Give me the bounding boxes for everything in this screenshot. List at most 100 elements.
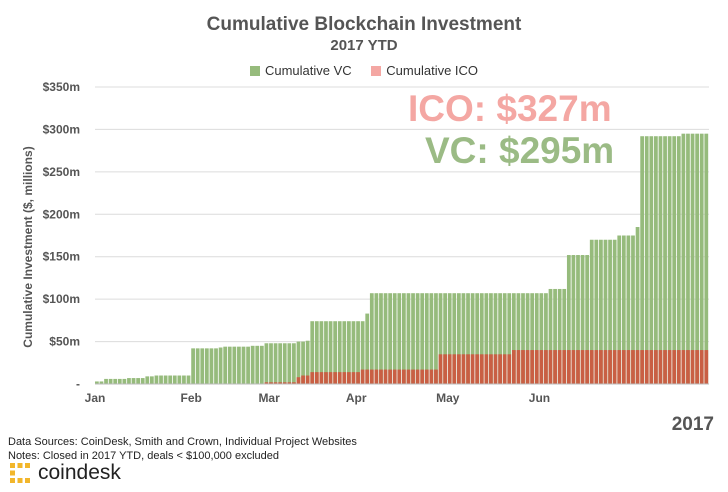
bar xyxy=(200,348,205,384)
bar xyxy=(287,343,292,384)
bar xyxy=(278,343,283,384)
bar xyxy=(686,133,690,384)
bar-overlap xyxy=(420,369,425,384)
bar xyxy=(479,293,484,384)
bar xyxy=(580,255,585,384)
bar-overlap xyxy=(704,350,709,384)
bar-overlap xyxy=(599,350,603,384)
bar xyxy=(617,235,622,384)
bar-overlap xyxy=(667,350,672,384)
bar xyxy=(571,255,576,384)
y-tick-label: - xyxy=(76,377,80,391)
bar-overlap xyxy=(301,375,305,384)
bar xyxy=(241,346,246,384)
bar xyxy=(608,239,612,384)
bar xyxy=(489,293,493,384)
bar xyxy=(534,293,539,384)
bar-overlap xyxy=(282,382,287,384)
bar-overlap xyxy=(347,372,351,384)
bar xyxy=(337,321,342,384)
bar xyxy=(525,293,530,384)
bar xyxy=(402,293,406,384)
bar xyxy=(237,346,241,384)
bar xyxy=(182,375,186,384)
bar-overlap xyxy=(383,369,388,384)
bar xyxy=(250,345,255,384)
bar-overlap xyxy=(516,350,521,384)
notes-text: Notes: Closed in 2017 YTD, deals < $100,… xyxy=(8,450,280,462)
x-tick-label: May xyxy=(436,391,460,405)
bar xyxy=(117,378,122,384)
bar-overlap xyxy=(690,350,695,384)
bar xyxy=(301,341,305,384)
bar-overlap xyxy=(507,354,512,384)
bar xyxy=(379,293,383,384)
bar xyxy=(264,343,269,384)
bar xyxy=(626,235,631,384)
bar xyxy=(447,293,452,384)
bar-overlap xyxy=(310,372,315,384)
legend-label-ico: Cumulative ICO xyxy=(386,63,479,78)
bar xyxy=(493,293,498,384)
bar xyxy=(255,345,260,384)
bar-overlap xyxy=(269,382,273,384)
bar xyxy=(631,235,635,384)
bar-overlap xyxy=(695,350,700,384)
bar xyxy=(99,381,104,384)
bar xyxy=(461,293,466,384)
bar xyxy=(576,255,580,384)
bar xyxy=(195,348,200,384)
bar xyxy=(369,293,374,384)
bar xyxy=(699,133,704,384)
bar xyxy=(530,293,535,384)
bar xyxy=(310,321,315,384)
bar-overlap xyxy=(324,372,328,384)
bar xyxy=(163,375,168,384)
bar xyxy=(640,136,645,384)
bar xyxy=(603,239,608,384)
bar xyxy=(282,343,287,384)
bar-overlap xyxy=(539,350,544,384)
bar-overlap xyxy=(374,369,379,384)
chart-title: Cumulative Blockchain Investment xyxy=(206,14,522,35)
bar-overlap xyxy=(525,350,530,384)
x-tick-label: Mar xyxy=(258,391,280,405)
bar xyxy=(347,321,351,384)
coindesk-logo-icon xyxy=(10,463,30,483)
bar xyxy=(452,293,457,384)
y-tick-label: $250m xyxy=(43,165,80,179)
bar xyxy=(667,136,672,384)
bar xyxy=(690,133,695,384)
y-tick-label: $300m xyxy=(43,122,80,136)
bar-overlap xyxy=(411,369,415,384)
bar xyxy=(484,293,489,384)
annotation-ico: ICO: $327m xyxy=(408,88,612,129)
bar-overlap xyxy=(287,382,292,384)
bar xyxy=(204,348,209,384)
bar-overlap xyxy=(365,369,370,384)
bar-overlap xyxy=(562,350,567,384)
bar xyxy=(654,136,658,384)
bar-overlap xyxy=(548,350,553,384)
bar-overlap xyxy=(571,350,576,384)
bar xyxy=(360,321,365,384)
bar xyxy=(585,255,590,384)
bar-overlap xyxy=(456,354,461,384)
bar-overlap xyxy=(493,354,498,384)
bar-overlap xyxy=(585,350,590,384)
bar xyxy=(209,348,214,384)
bar-overlap xyxy=(296,377,301,384)
bar-overlap xyxy=(640,350,645,384)
bar-overlap xyxy=(576,350,580,384)
bar-overlap xyxy=(292,382,296,384)
bar xyxy=(292,343,296,384)
x-tick-label: Jan xyxy=(85,391,106,405)
bar xyxy=(635,227,640,384)
bar-overlap xyxy=(429,369,434,384)
bar xyxy=(136,378,140,384)
bar-overlap xyxy=(369,369,374,384)
bar xyxy=(328,321,333,384)
bar-overlap xyxy=(544,350,548,384)
bar-overlap xyxy=(438,354,443,384)
y-tick-label: $350m xyxy=(43,80,80,94)
